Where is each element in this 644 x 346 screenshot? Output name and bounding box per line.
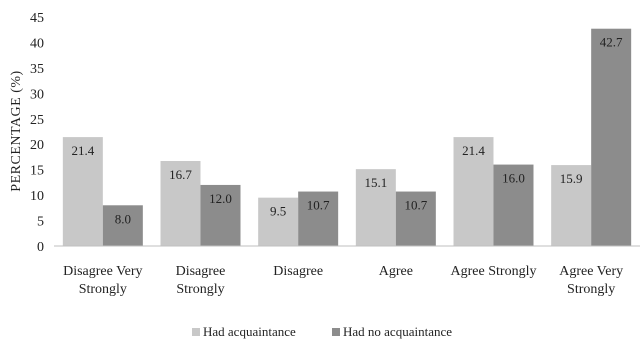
legend: Had acquaintance Had no acquaintance <box>192 324 452 339</box>
y-tick-label: 40 <box>30 36 44 51</box>
legend-swatch <box>332 328 340 336</box>
x-category-label: Strongly <box>567 282 615 297</box>
y-tick-label: 0 <box>37 240 44 255</box>
bar-had-acquaintance <box>62 137 103 246</box>
bars: 21.4 8.0 16.7 12.0 9.5 10.7 15.1 10.7 21.4 16.0 15… <box>62 28 632 247</box>
data-label: 10.7 <box>404 198 427 213</box>
y-tick-label: 30 <box>30 87 44 102</box>
data-label: 9.5 <box>270 204 286 219</box>
bar-had-no-acquaintance <box>395 191 436 246</box>
x-category-label: Agree <box>379 264 413 279</box>
legend-label: Had acquaintance <box>203 324 296 339</box>
y-tick-label: 35 <box>30 62 44 77</box>
x-category-label: Disagree Very <box>63 264 142 279</box>
x-category-label: Agree Strongly <box>451 264 537 279</box>
x-category-label: Strongly <box>176 282 224 297</box>
data-label: 16.0 <box>502 171 525 186</box>
bar-had-no-acquaintance <box>591 28 632 247</box>
data-label: 16.7 <box>169 167 192 182</box>
bar-had-acquaintance <box>551 165 592 246</box>
y-axis-label: PERCENTAGE (%) <box>9 70 24 191</box>
y-tick-label: 25 <box>30 113 44 128</box>
data-label: 21.4 <box>71 143 94 158</box>
x-category-label: Disagree <box>176 264 226 279</box>
bar-had-no-acquaintance <box>493 164 534 246</box>
y-tick-label: 5 <box>37 215 44 230</box>
y-tick-label: 10 <box>30 189 44 204</box>
legend-swatch <box>192 328 200 336</box>
bar-had-no-acquaintance <box>200 184 241 246</box>
y-axis: 0 5 10 15 20 25 30 35 40 45 <box>30 11 44 255</box>
data-label: 12.0 <box>209 191 232 206</box>
x-category-label: Strongly <box>79 282 127 297</box>
y-tick-label: 45 <box>30 11 44 26</box>
data-label: 10.7 <box>307 198 330 213</box>
data-label: 8.0 <box>115 211 131 226</box>
data-label: 15.1 <box>364 175 387 190</box>
bar-had-no-acquaintance <box>298 191 339 246</box>
bar-had-acquaintance <box>453 137 494 246</box>
bar-had-acquaintance <box>160 161 201 246</box>
x-category-label: Agree Very <box>559 264 623 279</box>
bar-had-no-acquaintance <box>102 205 143 246</box>
x-category-label: Disagree <box>273 264 323 279</box>
y-tick-label: 20 <box>30 138 44 153</box>
data-label: 42.7 <box>600 35 623 50</box>
legend-label: Had no acquaintance <box>343 324 452 339</box>
bar-had-acquaintance <box>355 169 396 246</box>
y-tick-label: 15 <box>30 164 44 179</box>
data-label: 21.4 <box>462 143 485 158</box>
bar-had-acquaintance <box>258 197 299 246</box>
x-axis: Disagree Very Strongly Disagree Strongly Dis… <box>63 264 623 297</box>
data-label: 15.9 <box>560 171 583 186</box>
